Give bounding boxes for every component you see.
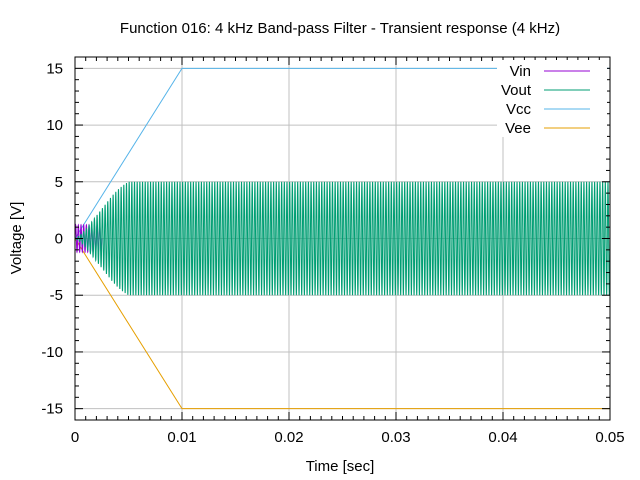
y-tick-label: -15	[41, 401, 63, 418]
series-vcc-line	[74, 67, 610, 239]
y-tick-label: -10	[41, 344, 63, 361]
legend-entry-vcc: Vcc	[506, 101, 590, 118]
legend-entry-vout: Vout	[501, 82, 590, 99]
x-tick-label: 0.03	[381, 429, 410, 446]
legend-label-vee: Vee	[505, 120, 531, 137]
y-tick-labels: 15 10 5 0 -5 -10 -15	[41, 60, 63, 417]
series-vee-line	[74, 238, 610, 410]
x-axis-label: Time [sec]	[306, 458, 375, 475]
legend-entry-vin: Vin	[510, 63, 590, 80]
legend-entry-vee: Vee	[505, 120, 590, 137]
y-tick-label: 10	[46, 117, 63, 134]
legend-label-vout: Vout	[501, 82, 532, 99]
chart-title: Function 016: 4 kHz Band-pass Filter - T…	[120, 20, 560, 37]
x-tick-label: 0.02	[274, 429, 303, 446]
legend-label-vcc: Vcc	[506, 101, 532, 118]
y-tick-label: 5	[55, 174, 63, 191]
series-vout-line	[74, 181, 611, 296]
series-layer	[74, 67, 611, 410]
y-tick-label: 15	[46, 60, 63, 77]
y-axis-label: Voltage [V]	[8, 202, 25, 275]
y-tick-label: -5	[50, 287, 63, 304]
legend-label-vin: Vin	[510, 63, 531, 80]
legend: Vin Vout Vcc Vee	[497, 60, 607, 137]
x-tick-label: 0.01	[167, 429, 196, 446]
legend-background	[497, 60, 607, 137]
x-tick-label: 0.05	[595, 429, 624, 446]
x-tick-labels: 0 0.01 0.02 0.03 0.04 0.05	[71, 429, 625, 446]
x-tick-label: 0.04	[488, 429, 517, 446]
y-tick-label: 0	[55, 231, 63, 248]
x-tick-label: 0	[71, 429, 79, 446]
